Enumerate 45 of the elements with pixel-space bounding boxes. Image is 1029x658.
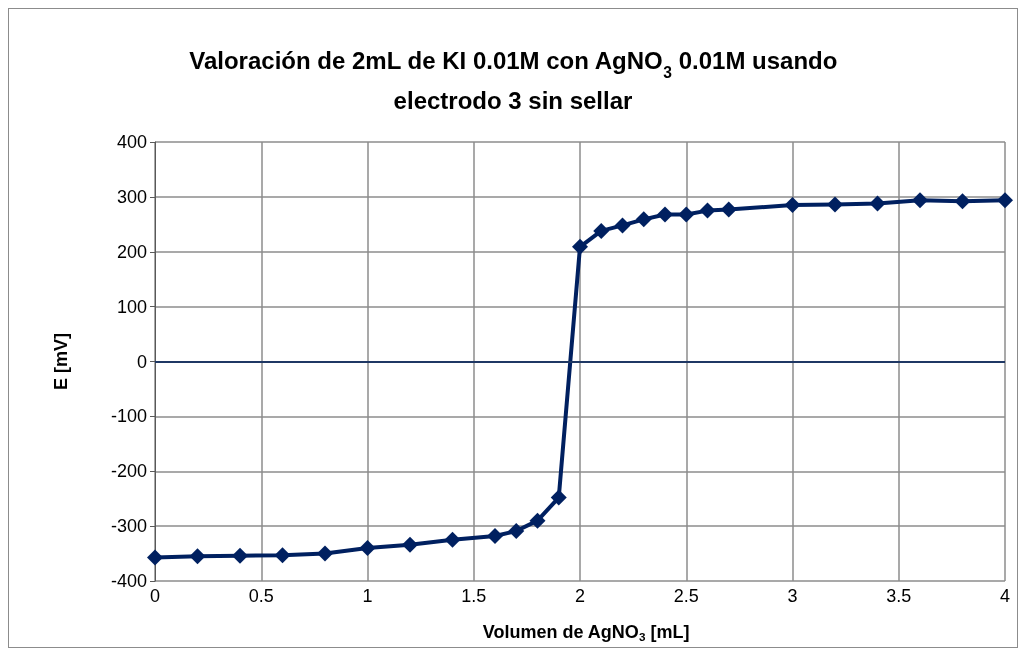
point (954, 193, 971, 210)
point (529, 512, 546, 529)
x-tick-label: 2 (574, 586, 586, 606)
point (912, 192, 928, 209)
point (147, 549, 163, 566)
point (784, 197, 801, 214)
point (232, 547, 248, 564)
x-tick-label: 0 (149, 586, 161, 606)
point (189, 548, 206, 565)
point (827, 196, 843, 213)
point (317, 545, 333, 562)
point (720, 201, 737, 218)
point (274, 547, 291, 564)
point (997, 192, 1013, 209)
point (402, 536, 418, 553)
y-tick-label: 400 (116, 132, 147, 152)
y-axis-title: E [mV] (51, 332, 71, 391)
point (869, 195, 886, 212)
x-tick-label: 2.5 (673, 586, 699, 606)
y-tick-label: -300 (110, 516, 147, 537)
y-tick-label: 0 (136, 351, 147, 372)
x-tick-label: 0.5 (248, 586, 274, 606)
x-tick-label: 1 (362, 586, 373, 606)
x-tick-label: 3.5 (886, 586, 912, 606)
x-tick-label: 3 (787, 586, 798, 606)
point (593, 222, 610, 239)
y-tick-label: -200 (110, 461, 147, 482)
x-tick-label: 1.5 (461, 586, 487, 606)
y-tick-label: -400 (110, 571, 147, 591)
y-tick-label: 200 (116, 241, 147, 262)
x-tick-label: 4 (999, 586, 1011, 606)
point (657, 206, 673, 223)
point (508, 523, 525, 540)
point (572, 238, 588, 255)
point (550, 489, 567, 506)
point (614, 217, 631, 234)
point (678, 206, 695, 223)
point (699, 202, 716, 219)
point (359, 540, 376, 557)
y-tick-label: -100 (110, 406, 147, 427)
point (487, 528, 503, 544)
y-tick-label: 100 (116, 296, 147, 317)
point (635, 211, 652, 228)
point (444, 531, 461, 548)
y-tick-label: 300 (116, 186, 147, 207)
